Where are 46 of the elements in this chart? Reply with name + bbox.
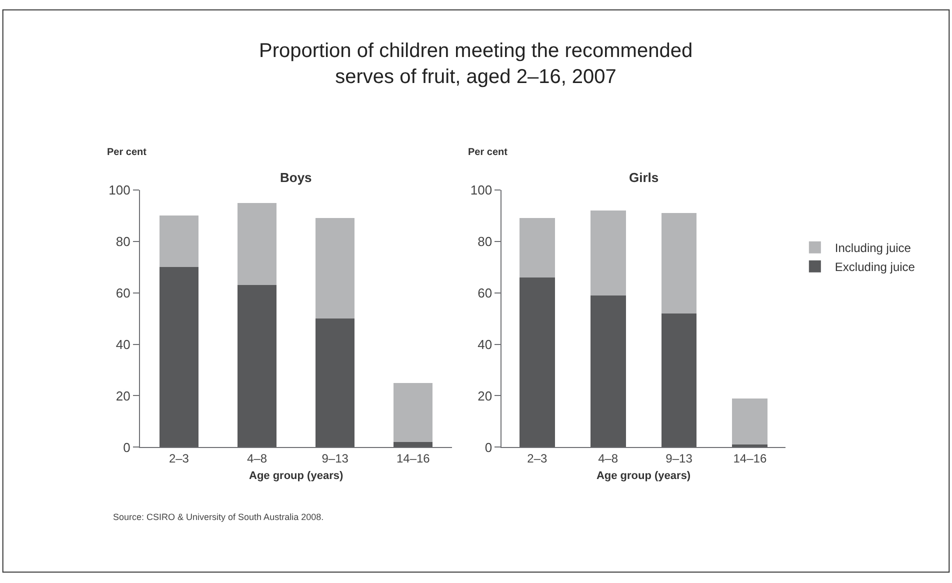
legend-label: Excluding juice xyxy=(834,260,916,274)
y-tick-label: 60 xyxy=(116,285,130,300)
bar xyxy=(394,442,433,448)
x-tick-label: 2–3 xyxy=(168,452,190,466)
x-tick-label: 2–3 xyxy=(527,452,548,466)
chart-subtitle: Boys xyxy=(280,170,312,185)
x-tick-label: 9–13 xyxy=(666,452,693,466)
bar xyxy=(661,213,697,314)
y-tick-label: 80 xyxy=(478,234,492,249)
chart-title: Proportion of children meeting the recommended serves of fruit, aged 2–16, 2007 xyxy=(259,40,693,88)
y-axis-title: Per cent xyxy=(107,147,148,158)
bar xyxy=(519,277,555,448)
bar xyxy=(732,398,768,445)
y-tick-label: 20 xyxy=(116,388,130,404)
bar xyxy=(519,218,555,278)
y-tick-label: 40 xyxy=(478,336,492,352)
bar xyxy=(316,318,355,448)
bar xyxy=(394,382,433,442)
x-tick-label: 4–8 xyxy=(247,452,268,466)
x-tick-label: 14–16 xyxy=(733,452,767,466)
y-axis-title: Per cent xyxy=(468,147,508,158)
source-note: Source: CSIRO & University of South Australia 2008. xyxy=(113,512,324,522)
y-tick-label: 100 xyxy=(470,182,492,198)
bar xyxy=(590,295,626,448)
x-axis-title: Age group (years) xyxy=(249,470,344,482)
y-tick-label: 100 xyxy=(108,182,130,198)
x-tick-label: 4–8 xyxy=(598,452,618,466)
bar xyxy=(159,267,198,448)
legend-label: Including juice xyxy=(834,241,912,256)
bar xyxy=(590,210,626,296)
y-tick-label: 80 xyxy=(116,234,130,249)
y-tick-label: 0 xyxy=(123,440,130,455)
y-tick-label: 60 xyxy=(478,285,492,300)
y-tick-label: 0 xyxy=(484,440,492,455)
bar xyxy=(661,313,697,448)
chart-subtitle: Girls xyxy=(629,170,659,185)
bar xyxy=(732,444,768,448)
bar xyxy=(316,218,355,319)
bar xyxy=(238,202,277,286)
x-tick-label: 9–13 xyxy=(322,452,349,466)
x-tick-label: 14–16 xyxy=(396,452,430,466)
y-tick-label: 20 xyxy=(478,388,492,404)
x-axis-title: Age group (years) xyxy=(596,470,691,482)
bar xyxy=(159,216,198,268)
y-tick-label: 40 xyxy=(116,336,130,352)
bar xyxy=(238,285,277,448)
